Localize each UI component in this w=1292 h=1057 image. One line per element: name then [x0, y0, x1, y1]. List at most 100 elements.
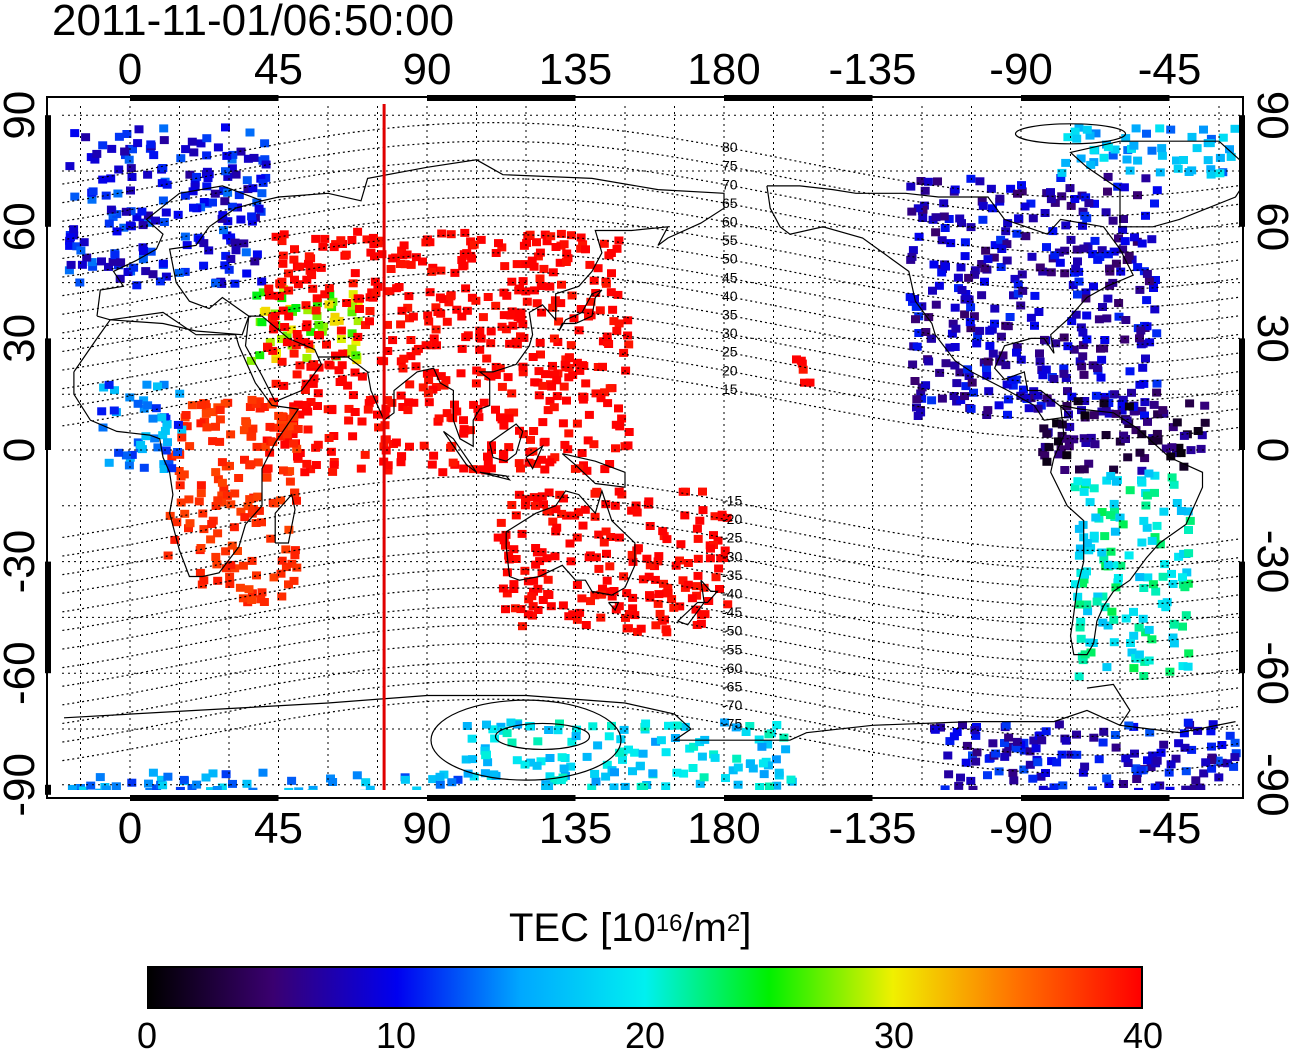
lat-tick-label-left: -90 — [0, 753, 44, 817]
tec-cell — [265, 338, 275, 347]
tec-cell — [92, 149, 102, 158]
tec-cell — [745, 722, 755, 730]
tec-cell — [578, 361, 588, 370]
tec-cell — [1018, 385, 1028, 394]
tec-cell — [64, 266, 74, 275]
tec-cell — [491, 405, 500, 414]
tec-cell — [487, 441, 496, 450]
tec-cell — [1108, 151, 1118, 160]
tec-cell — [1111, 259, 1121, 268]
tec-cell — [468, 755, 478, 764]
tec-cell — [988, 739, 998, 748]
tec-cell — [1067, 392, 1077, 401]
tec-cell — [759, 770, 769, 779]
tec-cell — [968, 785, 978, 790]
tec-cell — [624, 340, 634, 349]
tec-cell — [279, 285, 289, 294]
tec-cell — [537, 569, 547, 578]
tec-cell — [1033, 391, 1043, 400]
tec-cell — [1136, 766, 1146, 775]
lon-tick-label-bottom: 45 — [254, 804, 303, 853]
tec-cell — [1024, 404, 1034, 413]
tec-cell — [475, 333, 485, 342]
tec-cell — [95, 773, 105, 782]
tec-cell — [596, 394, 606, 403]
lat-tick-label-right: 30 — [1248, 314, 1292, 363]
tec-cell — [70, 192, 80, 201]
tec-cell — [1059, 369, 1069, 378]
tec-cell — [369, 395, 379, 404]
tec-cell — [400, 260, 410, 269]
tec-cell — [1017, 187, 1027, 196]
tec-cell — [1040, 209, 1050, 217]
tec-cell — [1031, 744, 1041, 753]
tec-cell — [351, 351, 361, 360]
lat-tick-label-left: -60 — [0, 641, 44, 705]
tec-cell — [324, 360, 334, 369]
tec-cell — [278, 259, 288, 268]
tec-cell — [202, 167, 212, 176]
mlat-label: 75 — [722, 158, 738, 174]
lon-tick-label-top: 135 — [539, 45, 612, 94]
tec-cell — [1054, 248, 1064, 257]
tec-cell — [641, 719, 651, 728]
coastline — [63, 694, 1236, 741]
tec-cell — [1201, 758, 1211, 767]
tec-cell — [595, 306, 605, 315]
tec-cell — [605, 562, 615, 571]
tec-cell — [700, 610, 710, 619]
tec-cell — [132, 213, 142, 222]
tec-cell — [675, 556, 684, 565]
tec-cell — [406, 352, 416, 361]
tec-cell — [313, 402, 322, 410]
tec-cell — [944, 770, 954, 779]
tec-cell — [258, 768, 268, 777]
tec-cell — [1137, 239, 1147, 248]
tec-cell — [572, 419, 582, 428]
tec-cell — [483, 457, 493, 466]
tec-cell — [534, 367, 544, 376]
tec-cell — [311, 306, 321, 315]
tec-cell — [1142, 491, 1152, 500]
tec-cell — [329, 460, 339, 469]
tec-cell — [276, 432, 286, 441]
tec-cell — [1094, 315, 1104, 324]
tec-cell — [475, 345, 485, 354]
tec-cell — [252, 442, 262, 451]
tec-cell — [291, 304, 301, 312]
tec-cell — [1005, 313, 1015, 321]
tec-cell — [1003, 219, 1013, 228]
tec-cell — [196, 544, 206, 552]
tec-cell — [184, 524, 193, 533]
tec-cell — [518, 430, 528, 439]
tec-cell — [324, 434, 334, 442]
tec-cell — [977, 197, 987, 206]
tec-cell — [128, 145, 137, 154]
tec-cell — [982, 371, 992, 380]
tec-cell — [65, 233, 75, 242]
tec-cell — [1079, 370, 1089, 379]
tec-cell — [644, 497, 654, 506]
tec-cell — [549, 776, 559, 785]
tec-cell — [1179, 156, 1188, 164]
tec-cell — [388, 336, 398, 345]
tec-cell — [602, 549, 611, 558]
tec-cell — [289, 412, 299, 421]
tec-cell — [786, 775, 796, 784]
tec-cell — [431, 303, 441, 312]
tec-cell — [1093, 364, 1102, 373]
tec-cell — [356, 464, 366, 473]
tec-cell — [1002, 256, 1012, 265]
tec-cell — [1081, 288, 1091, 297]
tec-cell — [334, 366, 344, 375]
tec-cell — [396, 458, 406, 467]
tec-cell — [452, 305, 462, 314]
tec-cell — [257, 189, 267, 198]
tec-cell — [913, 412, 923, 420]
tec-cell — [622, 624, 632, 633]
tec-cell — [1147, 235, 1157, 244]
tec-cell — [226, 560, 236, 569]
tec-cell — [329, 317, 339, 326]
tec-cell — [365, 317, 374, 326]
tec-cell — [212, 560, 222, 569]
